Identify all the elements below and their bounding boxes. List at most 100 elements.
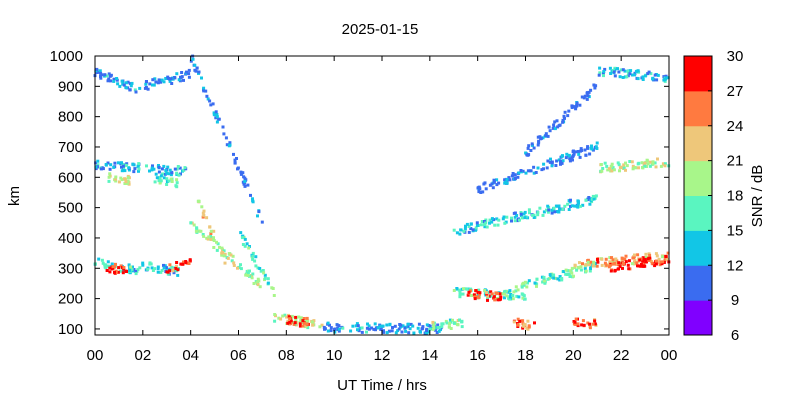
data-point [505, 181, 509, 185]
data-point [516, 175, 520, 179]
data-point [436, 323, 440, 327]
data-point [156, 265, 160, 269]
data-point [379, 324, 383, 328]
data-point [433, 328, 437, 332]
x-tick-label: 22 [613, 347, 630, 364]
data-point [458, 290, 462, 294]
data-point [123, 169, 127, 173]
data-point [436, 325, 440, 329]
data-point [168, 79, 172, 83]
data-point [609, 269, 613, 273]
data-point [148, 82, 152, 86]
data-point [568, 157, 572, 161]
data-point [114, 262, 117, 266]
data-point [239, 267, 243, 271]
data-point [365, 330, 368, 334]
data-point [180, 75, 184, 79]
data-point [291, 321, 295, 324]
data-point [231, 254, 235, 258]
data-point [463, 227, 467, 231]
data-point [628, 160, 632, 163]
data-point [589, 260, 593, 264]
data-point [548, 160, 552, 164]
data-point [490, 217, 494, 221]
data-point [623, 257, 627, 261]
data-point [326, 329, 330, 333]
data-point [589, 88, 593, 92]
data-point [562, 270, 566, 273]
data-point [239, 263, 242, 267]
data-point [576, 322, 580, 326]
data-point [385, 331, 389, 335]
data-point [251, 272, 255, 276]
data-point [503, 290, 506, 294]
data-point [273, 313, 277, 316]
data-point [573, 204, 577, 208]
data-point [665, 257, 669, 261]
data-point [212, 113, 216, 117]
data-point [257, 279, 261, 283]
data-point [485, 225, 489, 229]
data-point [631, 164, 635, 168]
data-point [643, 164, 647, 168]
data-point [153, 180, 157, 184]
data-point [623, 69, 627, 73]
data-point [263, 276, 267, 280]
data-point [548, 273, 552, 277]
data-point [563, 110, 567, 114]
data-point [104, 263, 107, 267]
data-point [587, 90, 591, 94]
data-point [258, 285, 262, 289]
data-point [548, 129, 552, 133]
data-point [515, 214, 519, 217]
data-point [266, 277, 270, 281]
data-point [187, 75, 191, 79]
data-point [542, 162, 546, 166]
data-point [387, 329, 391, 333]
data-point [141, 263, 145, 267]
x-tick-label: 02 [134, 347, 151, 364]
data-point [477, 190, 481, 194]
data-point [108, 266, 112, 270]
data-point [578, 204, 582, 208]
data-point [199, 229, 203, 233]
data-point [586, 94, 590, 98]
data-point [594, 262, 597, 265]
data-point [120, 79, 124, 83]
data-point [574, 150, 578, 154]
data-point [107, 264, 111, 268]
data-point [326, 321, 330, 325]
data-point [143, 86, 147, 90]
data-point [356, 324, 360, 328]
data-point [214, 116, 218, 120]
data-point [478, 292, 481, 296]
echo-trace [452, 194, 598, 236]
data-point [492, 178, 496, 182]
data-point [179, 75, 182, 79]
data-point [613, 66, 617, 70]
data-point [206, 97, 210, 101]
data-point [630, 73, 634, 77]
data-point [555, 159, 559, 163]
data-point [396, 329, 400, 333]
data-point [564, 268, 568, 272]
data-point [109, 163, 113, 167]
colorbar-tick-label: 9 [731, 292, 739, 309]
data-point [532, 171, 536, 175]
data-point [593, 86, 597, 90]
data-point [286, 321, 290, 325]
data-point [212, 111, 216, 115]
data-point [586, 260, 590, 264]
data-point [366, 322, 369, 326]
echo-trace [476, 141, 599, 194]
data-point [568, 159, 572, 163]
data-point [546, 159, 550, 163]
data-point [251, 197, 254, 201]
data-point [627, 267, 631, 271]
data-point [256, 266, 260, 270]
data-point [586, 145, 590, 149]
data-point [144, 82, 148, 86]
data-point [137, 169, 140, 173]
data-point [505, 178, 509, 181]
data-point [112, 77, 116, 81]
